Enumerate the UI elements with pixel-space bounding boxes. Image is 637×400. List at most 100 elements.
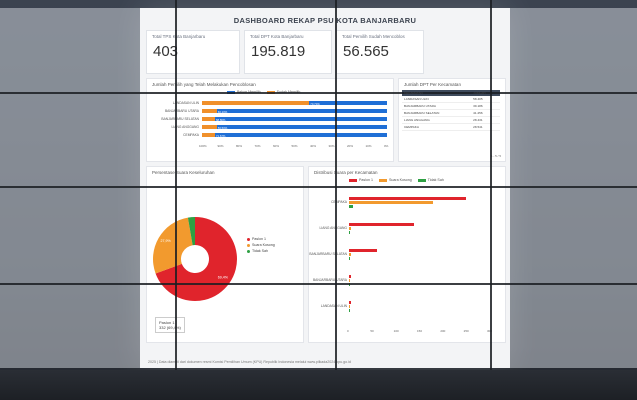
district-category-label: BANJARBARU SELATAN: [309, 252, 347, 256]
participation-title: Jumlah Pemilih yang Telah Melakukan Penc…: [152, 82, 256, 87]
table-row[interactable]: LANDASAN ULIN 58.405: [402, 96, 500, 103]
wall-bezel: [0, 92, 637, 94]
participation-bar-belum[interactable]: [216, 125, 387, 129]
district-bar-tidak-sah[interactable]: [349, 205, 353, 208]
district-legend: Paslon 1 Suara Kosong Tidak Sah: [349, 178, 444, 182]
card-label: Total DPT Kota Banjarbaru: [250, 34, 304, 39]
dashboard-screen: DASHBOARD REKAP PSU KOTA BANJARBARU Tota…: [140, 8, 510, 368]
participation-bar-sudah[interactable]: [202, 133, 215, 137]
district-tick-label: 100: [393, 329, 399, 333]
district-bar-kosong[interactable]: [349, 253, 352, 256]
participation-tick-label: 100%: [199, 144, 207, 148]
table-cell-jumlah: 28.431: [471, 116, 500, 124]
participation-bar-belum[interactable]: [309, 101, 387, 105]
wall-bezel: [0, 283, 637, 285]
participation-tick-label: 70%: [254, 144, 261, 148]
participation-bar-sudah[interactable]: [202, 125, 217, 129]
district-bar-paslon[interactable]: [349, 223, 415, 226]
table-cell-jumlah: 28.541: [471, 123, 500, 131]
dpt-table: KECAMATAN JUMLAH LANDASAN ULIN58.405BANJ…: [402, 90, 500, 131]
district-tick-label: 50: [370, 329, 374, 333]
participation-tick-label: 80%: [236, 144, 243, 148]
participation-bar-belum[interactable]: [214, 117, 387, 121]
participation-data-label: 70,70%: [310, 101, 320, 106]
pie-legend: Paslon 1 Suara Kosong Tidak Sah: [247, 237, 275, 255]
table-cell-jumlah: 58.405: [471, 96, 500, 103]
dashboard-title: DASHBOARD REKAP PSU KOTA BANJARBARU: [233, 16, 417, 25]
district-legend-tidak-sah: Tidak Sah: [417, 178, 444, 182]
participation-tick-label: 10%: [365, 144, 372, 148]
district-bar-paslon[interactable]: [349, 301, 352, 304]
participation-bar-sudah[interactable]: [202, 101, 310, 105]
participation-tick-label: 40%: [310, 144, 317, 148]
card-value: 195.819: [251, 43, 306, 60]
participation-bar-sudah[interactable]: [202, 117, 215, 121]
table-cell-kecamatan: BANJARBARU UTARA: [402, 102, 472, 110]
table-cell-kecamatan: CEMPAKA: [402, 123, 472, 131]
card-label: Total TPS Kota Banjarbaru: [152, 34, 206, 39]
wall-bezel: [335, 0, 337, 400]
wall-bezel: [0, 186, 637, 188]
table-cell-kecamatan: LIANG ANGGANG: [402, 116, 472, 124]
district-bar-tidak-sah[interactable]: [349, 257, 350, 260]
district-bar-kosong[interactable]: [349, 305, 350, 308]
district-category-label: LANDASAN ULIN: [320, 304, 347, 308]
card-total-dpt: Total DPT Kota Banjarbaru 195.819: [244, 30, 332, 74]
pie-chart-panel: Persentase Suara Keseluruhan 69,4% 27,9% …: [146, 166, 304, 343]
participation-category-label: CEMPAKA: [183, 132, 199, 137]
pie-chart: 69,4% 27,9%: [153, 217, 237, 301]
table-row[interactable]: BANJARBARU UTARA 39.186: [402, 102, 500, 110]
participation-bar-belum[interactable]: [214, 133, 387, 137]
district-bar-kosong[interactable]: [349, 279, 350, 282]
participation-tick-label: 0%: [384, 144, 389, 148]
district-bar-kosong[interactable]: [349, 201, 433, 204]
district-bar-paslon[interactable]: [349, 249, 377, 252]
district-bar-tidak-sah[interactable]: [349, 231, 350, 234]
dashboard-footer: 2025 | Data diambil dari dokumen resmi K…: [148, 360, 351, 364]
tooltip-value: 332 (69,4%): [159, 325, 181, 330]
participation-category-label: BANJARBARU SELATAN: [161, 116, 199, 121]
left-screen-panel: [0, 8, 140, 368]
participation-chart-panel: Jumlah Pemilih yang Telah Melakukan Penc…: [146, 78, 394, 162]
district-bar-paslon[interactable]: [349, 197, 466, 200]
pie-legend-item-paslon: Paslon 1: [247, 237, 275, 241]
pie-slice-label: 27,9%: [160, 239, 171, 243]
district-tick-label: 0: [347, 329, 349, 333]
participation-bar-belum[interactable]: [216, 109, 387, 113]
card-label: Total Pemilih Sudah Mencoblos: [342, 34, 405, 39]
wall-bezel: [490, 0, 492, 400]
room-floor: [0, 370, 637, 400]
tooltip-name: Paslon 1: [159, 320, 175, 325]
participation-tick-label: 90%: [217, 144, 224, 148]
district-category-label: CEMPAKA: [331, 200, 347, 204]
table-pager[interactable]: 1 - 5 / 5: [490, 154, 501, 158]
pie-slice-tidak-sah[interactable]: [187, 217, 195, 246]
dpt-table-title: Jumlah DPT Per Kecamatan: [404, 82, 461, 87]
table-row[interactable]: CEMPAKA 28.541: [402, 123, 500, 131]
district-tick-label: 200: [440, 329, 446, 333]
district-category-label: LIANG ANGGANG: [319, 226, 347, 230]
district-tick-label: 300: [487, 329, 492, 333]
district-legend-kosong: Suara Kosong: [379, 178, 412, 182]
participation-category-label: LANDASAN ULIN: [172, 100, 199, 105]
participation-tick-label: 20%: [347, 144, 354, 148]
district-bar-paslon[interactable]: [349, 275, 352, 278]
pie-slice-label: 69,4%: [218, 275, 229, 279]
participation-category-label: LIANG ANGGANG: [171, 124, 199, 129]
district-tick-label: 150: [417, 329, 423, 333]
table-cell-jumlah: 39.186: [471, 102, 500, 110]
card-total-tps: Total TPS Kota Banjarbaru 403: [146, 30, 240, 74]
table-row[interactable]: LIANG ANGGANG 28.431: [402, 116, 500, 124]
participation-bar-sudah[interactable]: [202, 109, 217, 113]
table-row[interactable]: BANJARBARU SELATAN 41.256: [402, 109, 500, 117]
district-category-label: BANJARBARU UTARA: [312, 278, 347, 282]
pie-slice-kosong[interactable]: [153, 217, 193, 274]
card-total-voted: Total Pemilih Sudah Mencoblos 56.565: [336, 30, 424, 74]
district-tick-label: 250: [463, 329, 469, 333]
participation-data-label: 56,50%: [217, 125, 228, 130]
table-cell-kecamatan: LANDASAN ULIN: [402, 96, 472, 103]
pie-legend-item-tidak-sah: Tidak Sah: [247, 249, 275, 253]
participation-data-label: 68,80%: [215, 117, 226, 122]
district-bar-kosong[interactable]: [349, 227, 352, 230]
district-legend-paslon: Paslon 1: [349, 178, 373, 182]
